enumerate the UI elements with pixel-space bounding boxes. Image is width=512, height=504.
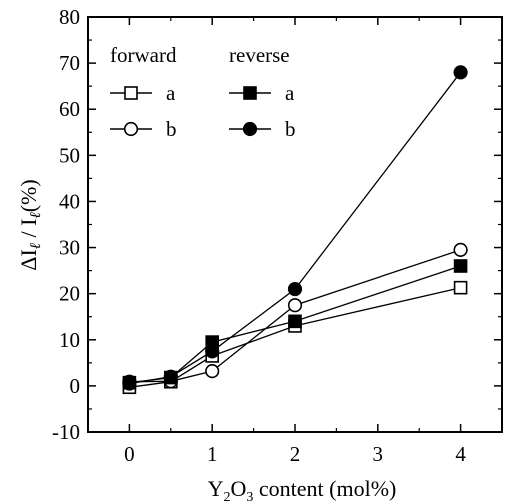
x-tick-label: 0	[124, 442, 135, 466]
x-tick-label: 4	[455, 442, 466, 466]
y-tick-label: 10	[59, 328, 80, 352]
legend-header-forward: forward	[110, 43, 177, 67]
y-tick-label: 60	[59, 97, 80, 121]
legend-label-forward-a: a	[166, 81, 176, 105]
legend-marker	[243, 86, 257, 100]
data-point-forward-a	[453, 280, 468, 295]
legend-label-reverse-a: a	[285, 81, 295, 105]
y-tick-label: 30	[59, 236, 80, 260]
y-tick-label: 50	[59, 143, 80, 167]
data-point-reverse-b	[163, 369, 178, 384]
data-point-reverse-a	[453, 259, 468, 273]
x-tick-label: 1	[207, 442, 218, 466]
data-point-reverse-b	[205, 344, 220, 359]
x-tick-label: 2	[290, 442, 301, 466]
data-point-forward-b	[205, 364, 220, 379]
y-tick-label: 70	[59, 51, 80, 75]
y-tick-label: 20	[59, 282, 80, 306]
legend-label-forward-b: b	[166, 117, 177, 141]
data-point-forward-b	[453, 242, 468, 257]
y-tick-label: 40	[59, 189, 80, 213]
legend-marker	[123, 121, 139, 137]
data-point-forward-b	[287, 298, 303, 313]
legend-marker	[242, 121, 258, 137]
legend-marker	[124, 86, 138, 100]
legend-label-reverse-b: b	[285, 117, 296, 141]
y-tick-label: 80	[59, 5, 80, 29]
data-point-reverse-a	[288, 314, 302, 329]
y-axis-title: ΔIℓ / Iℓ(%)	[16, 179, 44, 270]
data-point-reverse-b	[453, 65, 468, 80]
y-tick-label: -10	[52, 420, 80, 444]
y-tick-label: 0	[70, 374, 81, 398]
legend-header-reverse: reverse	[229, 43, 290, 67]
x-axis-title: Y2O3 content (mol%)	[208, 476, 397, 504]
plot-frame	[87, 16, 503, 433]
x-tick-label: 3	[373, 442, 384, 466]
data-point-reverse-b	[287, 281, 303, 297]
data-point-reverse-b	[122, 376, 137, 391]
